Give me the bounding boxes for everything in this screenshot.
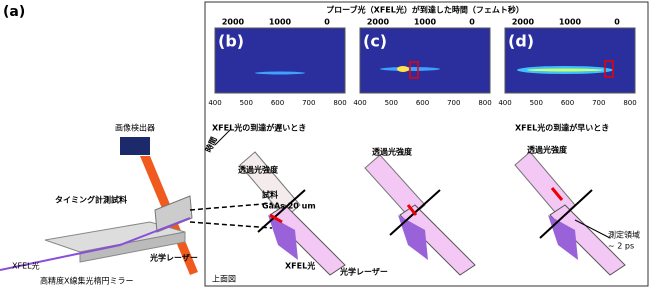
label: XFEL光 — [12, 261, 40, 271]
bottom-tick: 800 — [478, 99, 491, 107]
label: GaAs 20 um — [262, 202, 316, 211]
bottom-tick: 700 — [447, 99, 460, 107]
roi — [409, 61, 419, 79]
label: 測定領域 — [608, 230, 640, 240]
image-panel — [359, 27, 491, 94]
bottom-tick: 500 — [240, 99, 253, 107]
bottom-tick: 600 — [561, 99, 574, 107]
bottom-tick: 700 — [592, 99, 605, 107]
top-tick: 2000 — [512, 18, 535, 27]
top-tick: 1000 — [559, 18, 582, 27]
bottom-tick: 400 — [498, 99, 511, 107]
top-tick: 0 — [324, 18, 330, 27]
label: 試料 — [262, 190, 278, 200]
top-tick: 2000 — [222, 18, 245, 27]
xfel-beam — [0, 217, 191, 271]
bottom-tick: 800 — [333, 99, 346, 107]
top-tick: 0 — [614, 18, 620, 27]
panel-label: (c) — [363, 32, 387, 51]
peak — [397, 66, 409, 72]
schematic-c — [364, 154, 476, 276]
label: 光学レーザー — [339, 267, 388, 277]
panel-title: プローブ光（XFEL光）が到達した時間（フェムト秒） — [326, 5, 524, 15]
top-tick: 1000 — [269, 18, 292, 27]
label: ~ 2 ps — [608, 242, 634, 251]
streak-core — [527, 68, 603, 72]
label: XFEL光 — [285, 261, 315, 271]
bottom-tick: 600 — [271, 99, 284, 107]
bottom-tick: 600 — [416, 99, 429, 107]
top-tick: 0 — [469, 18, 475, 27]
label: 光学レーザー — [149, 253, 198, 263]
top-tick: 1000 — [414, 18, 437, 27]
label: 透過光強度 — [372, 147, 413, 157]
label: XFEL光の到達が遅いとき — [212, 123, 306, 133]
bottom-tick: 500 — [530, 99, 543, 107]
bottom-tick: 800 — [623, 99, 636, 107]
label: XFEL光の到達が早いとき — [515, 123, 609, 133]
label: 画像検出器 — [115, 123, 155, 133]
bottom-tick: 700 — [302, 99, 315, 107]
image-panel — [214, 27, 346, 94]
bottom-tick: 400 — [208, 99, 221, 107]
dashed — [189, 221, 273, 229]
panel-label: (d) — [508, 32, 534, 51]
schematic-b — [214, 129, 346, 276]
mirror-side — [79, 231, 186, 263]
bottom-tick: 500 — [385, 99, 398, 107]
label: 透過光強度 — [238, 165, 279, 175]
detector-image — [120, 137, 150, 155]
label: 透過光強度 — [527, 145, 568, 155]
label: (a) — [3, 4, 25, 20]
label: 高精度X線集光楕円ミラー — [40, 276, 133, 286]
dashed — [189, 202, 276, 211]
schematic-d — [514, 151, 626, 276]
timing-sample-shape — [154, 195, 193, 233]
panel-label: (b) — [218, 32, 244, 51]
bottom-tick: 400 — [353, 99, 366, 107]
top-tick: 2000 — [367, 18, 390, 27]
label: タイミング計測試料 — [55, 195, 127, 205]
label: 上面図 — [212, 275, 236, 284]
streak — [255, 71, 305, 75]
frame — [204, 1, 649, 287]
roi — [604, 60, 614, 78]
